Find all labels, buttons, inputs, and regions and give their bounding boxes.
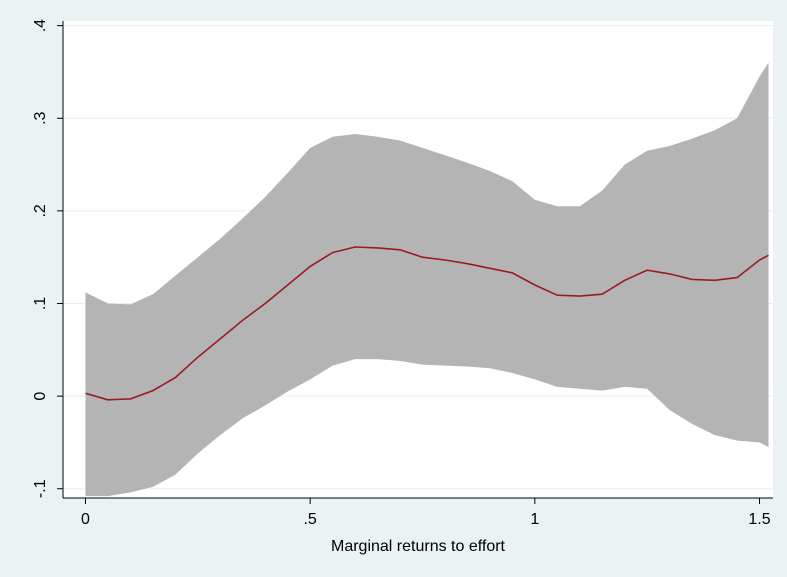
y-tick-label: -.1 bbox=[32, 479, 49, 498]
x-tick-label: .5 bbox=[303, 511, 316, 528]
y-tick-label: .2 bbox=[32, 204, 49, 217]
estimate-line bbox=[85, 246, 769, 401]
x-axis-title: Marginal returns to effort bbox=[331, 538, 506, 555]
y-axis-ticks: -.1 0 .1 .2 .3 .4 bbox=[32, 19, 63, 498]
y-tick-label: .3 bbox=[32, 111, 49, 124]
y-tick-label: 0 bbox=[32, 392, 49, 401]
x-axis-ticks: 0 .5 1 1.5 bbox=[81, 498, 771, 528]
y-tick-label: .4 bbox=[32, 19, 49, 32]
x-tick-label: 0 bbox=[81, 511, 90, 528]
x-tick-label: 1.5 bbox=[748, 511, 770, 528]
x-tick-label: 1 bbox=[530, 511, 539, 528]
confidence-band bbox=[85, 62, 769, 497]
y-tick-label: .1 bbox=[32, 297, 49, 310]
